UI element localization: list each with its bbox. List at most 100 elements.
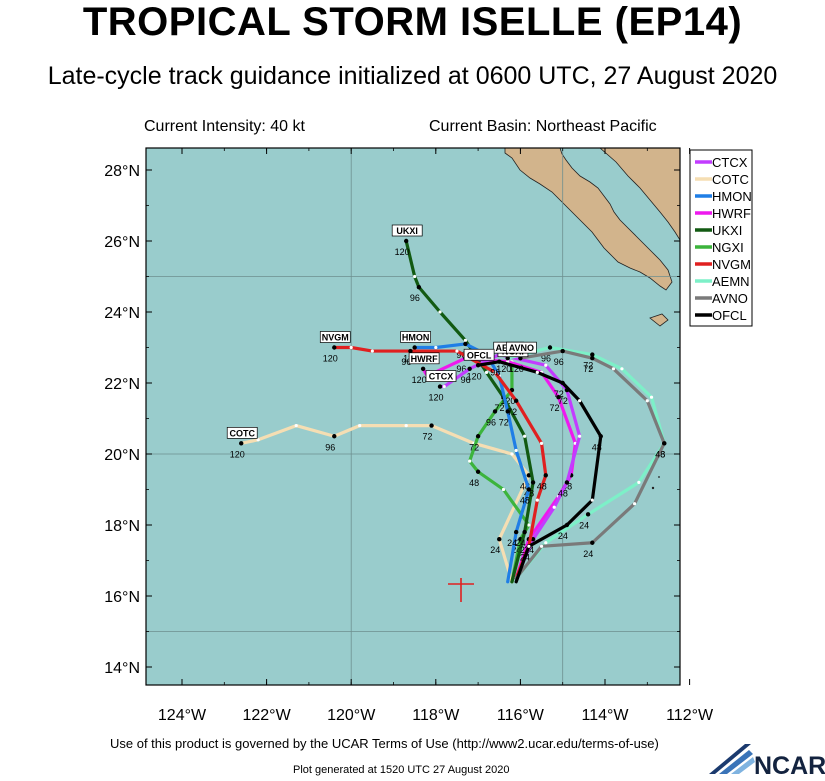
- grid-lines: [146, 148, 680, 685]
- forecast-hour-marker: [403, 238, 409, 244]
- legend-label: COTC: [712, 172, 749, 187]
- forecast-hour-marker: [408, 348, 413, 354]
- lat-label: 20°N: [104, 447, 140, 464]
- track-point: [578, 399, 582, 403]
- track-point: [523, 434, 527, 438]
- lat-label: 18°N: [104, 518, 140, 535]
- forecast-hour-marker: [590, 540, 595, 545]
- forecast-hour-marker: [585, 512, 591, 517]
- lat-label: 14°N: [104, 660, 140, 677]
- legend-item-ctcx: CTCX: [695, 155, 748, 170]
- forecast-hour-marker: [497, 359, 502, 364]
- forecast-hour-marker: [662, 441, 667, 446]
- track-point: [468, 459, 472, 463]
- track-point: [404, 424, 408, 428]
- forecast-hour-label: 96: [541, 354, 551, 364]
- track-point: [535, 370, 539, 374]
- svg-text:NVGM: NVGM: [322, 333, 349, 343]
- forecast-hour-label: 96: [490, 368, 500, 378]
- forecast-hour-label: 48: [655, 449, 665, 459]
- forecast-hour-label: 72: [494, 403, 504, 413]
- lon-label: 114°W: [581, 707, 629, 724]
- lon-label: 118°W: [412, 707, 460, 724]
- island-icon: [651, 486, 655, 490]
- forecast-hour-marker: [513, 398, 519, 403]
- forecast-hour-label: 120: [395, 247, 410, 257]
- track-end-label: NVGM: [319, 331, 351, 343]
- forecast-hour-label: 48: [469, 478, 479, 488]
- lat-label: 26°N: [104, 234, 140, 251]
- legend-label: NGXI: [712, 240, 744, 255]
- forecast-hour-marker: [429, 423, 434, 428]
- lat-label: 16°N: [104, 589, 140, 606]
- track-end-label: UKXI: [391, 224, 423, 237]
- forecast-hour-marker: [556, 395, 561, 400]
- forecast-hour-marker: [543, 473, 548, 478]
- lon-label: 120°W: [327, 707, 376, 724]
- forecast-hour-label: 48: [537, 481, 547, 491]
- track-line: [332, 345, 548, 580]
- mainland-mexico-land: [599, 148, 680, 241]
- track-cotc: 24 48 72 96 120: [230, 423, 532, 584]
- track-point: [578, 434, 582, 438]
- forecast-hour-label: 96: [554, 357, 564, 367]
- forecast-hour-marker: [475, 469, 481, 474]
- forecast-hour-marker: [437, 384, 443, 389]
- legend-label: HWRF: [712, 206, 751, 221]
- forecast-hour-marker: [526, 473, 532, 478]
- legend-item-hwrf: HWRF: [695, 206, 751, 221]
- forecast-hour-marker: [412, 345, 417, 350]
- track-point: [539, 544, 544, 548]
- baja-california-land: [504, 148, 673, 291]
- track-line: [514, 349, 666, 580]
- forecast-hour-marker: [530, 537, 536, 542]
- track-point: [527, 544, 531, 548]
- track-point: [294, 424, 298, 428]
- track-line: [506, 345, 666, 580]
- track-line: [413, 342, 531, 584]
- forecast-hour-label: 72: [499, 417, 509, 427]
- forecast-hour-marker: [513, 529, 519, 535]
- forecast-hour-label: 24: [511, 545, 521, 555]
- lat-label: 28°N: [104, 163, 140, 180]
- forecast-hour-label: 72: [583, 361, 593, 371]
- track-line: [476, 360, 603, 584]
- track-aemn: 24 48 72 96 120: [496, 345, 667, 580]
- forecast-hour-marker: [564, 480, 570, 485]
- forecast-hour-label: 96: [401, 357, 411, 367]
- track-end-label: COTC: [226, 427, 258, 439]
- lon-label: 112°W: [666, 707, 714, 724]
- legend-label: CTCX: [712, 155, 748, 170]
- track-point: [514, 448, 518, 453]
- track-point: [620, 367, 624, 371]
- track-end-labels: COTCNGXIUKXIHMONHWRFCTCXNVGMAEMNAVNOOFCL: [226, 224, 537, 439]
- forecast-hour-label: 120: [467, 371, 482, 381]
- track-point: [455, 349, 459, 353]
- forecast-hour-marker: [332, 434, 337, 439]
- storm-position-icon: [448, 578, 474, 602]
- track-point: [633, 502, 637, 506]
- track-point: [539, 441, 544, 445]
- forecast-hour-label: 24: [579, 520, 589, 530]
- track-end-label: HWRF: [408, 352, 440, 365]
- track-point: [413, 274, 417, 279]
- forecast-hour-label: 96: [461, 375, 471, 385]
- track-point: [358, 424, 362, 428]
- track-end-label: AVNO: [506, 341, 537, 354]
- forecast-hour-marker: [492, 409, 498, 414]
- legend-label: NVGM: [712, 257, 751, 272]
- svg-text:HWRF: HWRF: [411, 354, 438, 364]
- svg-text:AVNO: AVNO: [509, 343, 534, 353]
- forecast-hour-marker: [416, 284, 422, 290]
- forecast-hour-label: 48: [520, 481, 530, 491]
- forecast-hour-label: 120: [429, 393, 444, 403]
- forecast-hour-label: 120: [500, 396, 515, 406]
- forecast-hour-label: 96: [456, 364, 466, 374]
- forecast-hour-label: 72: [507, 407, 517, 417]
- forecast-hour-label: 96: [486, 417, 496, 427]
- forecast-hour-label: 24: [490, 545, 500, 555]
- forecast-hour-label: 120: [230, 449, 245, 459]
- forecast-hour-marker: [590, 355, 595, 361]
- forecast-hour-label: 24: [520, 545, 530, 555]
